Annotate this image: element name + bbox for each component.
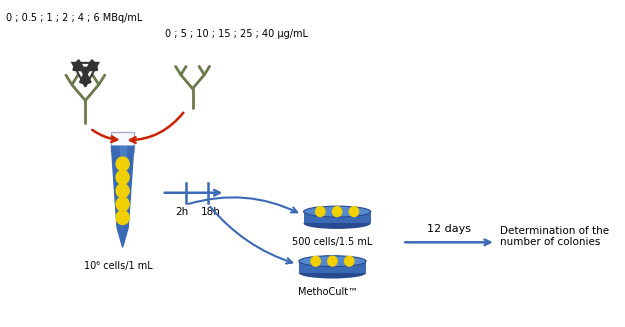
Ellipse shape [299,256,366,267]
Wedge shape [73,60,83,71]
Text: MethoCult™: MethoCult™ [298,287,358,297]
Circle shape [116,211,129,224]
Text: 10⁶ cells/1 mL: 10⁶ cells/1 mL [84,261,152,271]
Circle shape [328,256,337,266]
Text: 0 ; 0.5 ; 1 ; 2 ; 4 ; 6 MBq/mL: 0 ; 0.5 ; 1 ; 2 ; 4 ; 6 MBq/mL [6,13,142,23]
Text: 18h: 18h [201,207,220,216]
Text: Determination of the
number of colonies: Determination of the number of colonies [500,226,609,247]
Bar [304,212,371,223]
Circle shape [349,207,359,216]
Circle shape [311,256,321,266]
Circle shape [316,207,325,216]
Ellipse shape [299,267,366,279]
Text: 0 ; 5 ; 10 ; 15 ; 25 ; 40 μg/mL: 0 ; 5 ; 10 ; 15 ; 25 ; 40 μg/mL [164,29,308,39]
Circle shape [82,67,89,74]
Circle shape [116,197,129,211]
Text: 2h: 2h [176,207,189,216]
Wedge shape [88,60,98,71]
Bar [111,132,134,152]
Circle shape [116,184,129,198]
Ellipse shape [304,206,371,217]
Bar [299,261,366,273]
Text: 12 days: 12 days [427,224,471,234]
Circle shape [344,256,354,266]
Polygon shape [111,146,134,247]
Text: 500 cells/1.5 mL: 500 cells/1.5 mL [292,237,372,247]
Circle shape [116,170,129,184]
Wedge shape [79,74,91,84]
Circle shape [332,207,342,216]
Ellipse shape [304,218,371,229]
Polygon shape [120,146,127,228]
Circle shape [116,157,129,171]
